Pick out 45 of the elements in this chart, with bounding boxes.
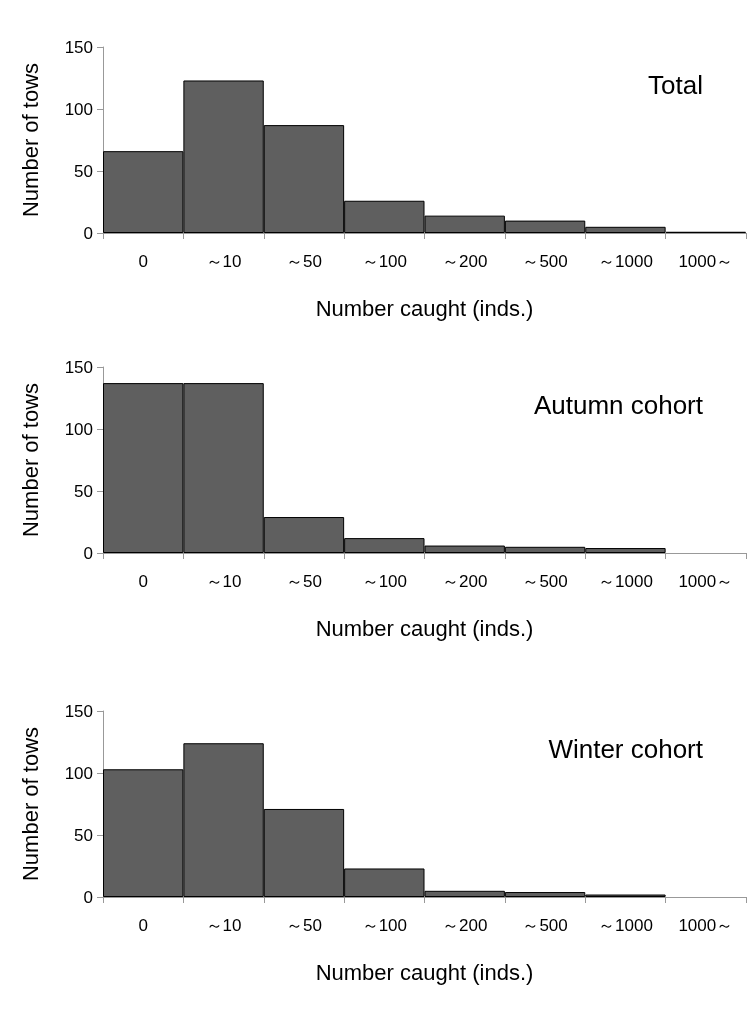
x-tick-label: ～100 [361, 252, 407, 271]
x-tick-label: ～10 [205, 916, 242, 935]
x-tick-label: 1000～ [678, 916, 734, 935]
y-tick-label: 0 [83, 543, 93, 563]
x-tick-label: ～1000 [598, 572, 653, 591]
x-tick-label: ～50 [285, 916, 322, 935]
x-tick-label: ～50 [285, 572, 322, 591]
y-tick-label: 150 [64, 37, 93, 57]
y-axis-title: Number of tows [17, 382, 43, 538]
y-tick-label: 100 [64, 419, 93, 439]
x-axis-title: Number caught (inds.) [315, 295, 534, 321]
x-tick-label: 0 [138, 252, 148, 271]
y-tick-label: 50 [74, 825, 93, 845]
x-tick-label: ～100 [361, 916, 407, 935]
y-tick-label: 100 [64, 99, 93, 119]
x-tick-label: ～200 [442, 252, 488, 271]
x-tick-label: 0 [138, 572, 148, 591]
x-tick-label: ～100 [361, 572, 407, 591]
text: Winter cohort [548, 734, 704, 764]
text: Autumn cohort [533, 390, 704, 420]
y-tick-label: 0 [83, 223, 93, 243]
y-tick-label: 150 [64, 357, 93, 377]
x-tick-label: ～10 [205, 572, 242, 591]
y-axis-title: Number of tows [17, 726, 43, 882]
x-tick-label: 1000～ [678, 252, 734, 271]
x-tick-label: ～50 [285, 252, 322, 271]
x-tick-label: ～500 [522, 572, 568, 591]
y-tick-label: 50 [74, 161, 93, 181]
x-tick-label: ～1000 [598, 916, 653, 935]
x-tick-label: 0 [138, 916, 148, 935]
x-tick-label: ～500 [522, 916, 568, 935]
text: Total [648, 70, 703, 100]
x-tick-label: ～500 [522, 252, 568, 271]
x-axis-title: Number caught (inds.) [315, 615, 534, 641]
y-axis-title: Number of tows [17, 62, 43, 218]
y-tick-label: 50 [74, 481, 93, 501]
x-tick-label: ～10 [205, 252, 242, 271]
y-tick-label: 100 [64, 763, 93, 783]
x-tick-label: 1000～ [678, 572, 734, 591]
x-tick-label: ～200 [442, 916, 488, 935]
y-tick-label: 0 [83, 887, 93, 907]
y-tick-label: 150 [64, 701, 93, 721]
x-tick-label: ～200 [442, 572, 488, 591]
x-axis-title: Number caught (inds.) [315, 959, 534, 985]
x-tick-label: ～1000 [598, 252, 653, 271]
